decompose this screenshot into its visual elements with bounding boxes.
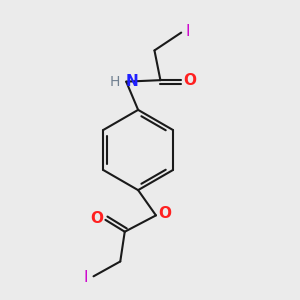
Text: O: O [183,73,196,88]
Text: I: I [185,24,190,39]
Text: O: O [91,211,103,226]
Text: I: I [84,270,88,285]
Text: N: N [125,74,138,89]
Text: O: O [158,206,171,221]
Text: H: H [110,75,120,88]
